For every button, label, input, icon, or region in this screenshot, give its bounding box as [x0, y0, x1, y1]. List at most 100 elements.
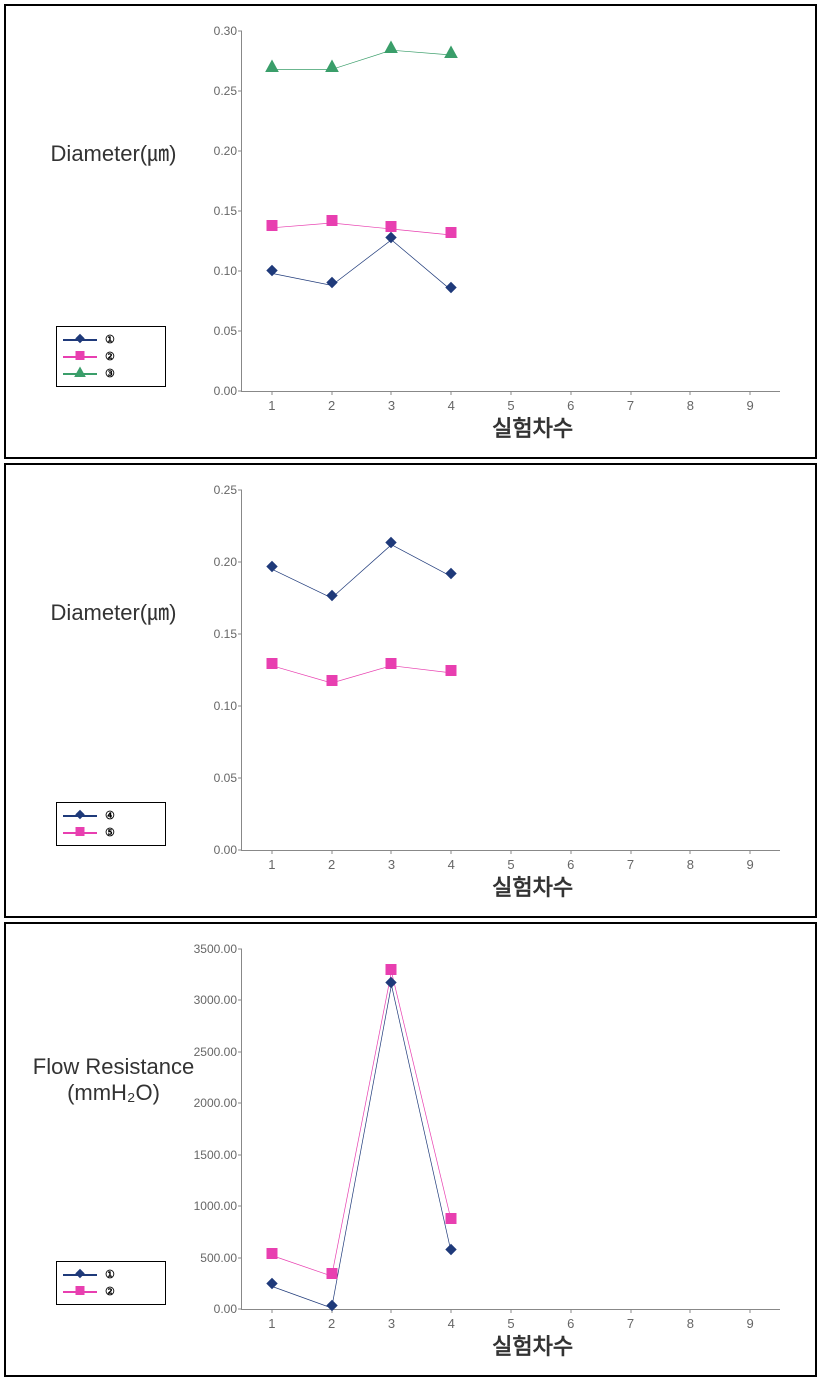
y-tick-label: 0.10 [192, 699, 237, 713]
legend-marker-icon [73, 331, 87, 348]
x-tick-mark [570, 1309, 571, 1313]
y-axis-label: Flow Resistance (mmH₂O) [16, 1054, 211, 1106]
data-marker [265, 60, 279, 79]
plot-area: 0.00500.001000.001500.002000.002500.0030… [211, 934, 795, 1365]
x-tick-label: 8 [687, 398, 694, 413]
x-tick-mark [511, 850, 512, 854]
x-axis-label: 실험차수 [492, 411, 573, 443]
data-marker [325, 1267, 339, 1286]
y-tick-label: 1500.00 [192, 1148, 237, 1162]
data-marker [444, 1211, 458, 1230]
legend-line [63, 1291, 97, 1293]
x-tick-label: 9 [746, 398, 753, 413]
chart-container-1: Diameter(㎛)①②③0.000.050.100.150.200.250.… [4, 4, 817, 459]
y-tick-label: 1000.00 [192, 1199, 237, 1213]
y-tick-label: 0.05 [192, 771, 237, 785]
x-tick-mark [630, 850, 631, 854]
legend-label: ① [105, 333, 115, 346]
y-tick-label: 0.00 [192, 384, 237, 398]
x-tick-mark [391, 850, 392, 854]
x-tick-mark [630, 391, 631, 395]
y-tick-label: 0.20 [192, 555, 237, 569]
y-tick-label: 0.25 [192, 84, 237, 98]
legend: ①②③ [56, 326, 166, 387]
y-tick-label: 0.15 [192, 204, 237, 218]
y-tick-label: 3000.00 [192, 993, 237, 1007]
x-tick-mark [750, 391, 751, 395]
data-marker [325, 60, 339, 79]
x-tick-label: 2 [328, 1316, 335, 1331]
x-tick-mark [331, 391, 332, 395]
data-marker [325, 214, 339, 233]
legend: ①② [56, 1261, 166, 1305]
plot: 0.00500.001000.001500.002000.002500.0030… [241, 949, 780, 1310]
left-panel: Flow Resistance (mmH₂O)①② [16, 934, 211, 1365]
legend-item: ③ [63, 365, 159, 382]
x-tick-label: 1 [268, 857, 275, 872]
x-tick-label: 3 [388, 857, 395, 872]
x-tick-label: 7 [627, 398, 634, 413]
y-tick-label: 0.00 [192, 1302, 237, 1316]
x-tick-label: 3 [388, 1316, 395, 1331]
x-tick-mark [690, 1309, 691, 1313]
data-marker [265, 264, 279, 283]
x-tick-label: 2 [328, 857, 335, 872]
data-marker [265, 1246, 279, 1265]
x-tick-label: 1 [268, 398, 275, 413]
plot-area: 0.000.050.100.150.200.25123456789 실험차수 [211, 475, 795, 906]
data-marker [384, 656, 398, 675]
y-tick-label: 0.05 [192, 324, 237, 338]
chart-container-3: Flow Resistance (mmH₂O)①②0.00500.001000.… [4, 922, 817, 1377]
x-tick-mark [750, 1309, 751, 1313]
x-tick-mark [391, 391, 392, 395]
x-tick-label: 9 [746, 1316, 753, 1331]
marker-layer [242, 31, 780, 391]
x-axis-label: 실험차수 [492, 870, 573, 902]
y-tick-label: 0.15 [192, 627, 237, 641]
plot: 0.000.050.100.150.200.250.30123456789 [241, 31, 780, 392]
legend-line [63, 373, 97, 375]
y-tick-label: 0.25 [192, 483, 237, 497]
y-tick-label: 500.00 [192, 1251, 237, 1265]
data-marker [384, 41, 398, 60]
legend-item: ④ [63, 807, 159, 824]
x-tick-label: 4 [448, 857, 455, 872]
legend-label: ① [105, 1268, 115, 1281]
data-marker [444, 1243, 458, 1262]
x-tick-label: 4 [448, 398, 455, 413]
y-tick-label: 2000.00 [192, 1096, 237, 1110]
x-tick-label: 7 [627, 857, 634, 872]
x-tick-label: 2 [328, 398, 335, 413]
chart-container-2: Diameter(㎛)④⑤0.000.050.100.150.200.25123… [4, 463, 817, 918]
legend: ④⑤ [56, 802, 166, 846]
legend-label: ④ [105, 809, 115, 822]
x-tick-label: 8 [687, 1316, 694, 1331]
legend-line [63, 356, 97, 358]
x-tick-label: 9 [746, 857, 753, 872]
y-tick-label: 0.30 [192, 24, 237, 38]
x-tick-label: 1 [268, 1316, 275, 1331]
legend-line [63, 1274, 97, 1276]
x-tick-mark [570, 850, 571, 854]
plot-area: 0.000.050.100.150.200.250.30123456789 실험차… [211, 16, 795, 447]
legend-label: ③ [105, 367, 115, 380]
x-tick-mark [331, 850, 332, 854]
legend-item: ② [63, 1283, 159, 1300]
left-panel: Diameter(㎛)①②③ [16, 16, 211, 447]
data-marker [444, 663, 458, 682]
x-tick-mark [271, 850, 272, 854]
plot: 0.000.050.100.150.200.25123456789 [241, 490, 780, 851]
legend-label: ⑤ [105, 826, 115, 839]
x-tick-mark [391, 1309, 392, 1313]
x-tick-mark [271, 391, 272, 395]
x-tick-mark [271, 1309, 272, 1313]
x-tick-mark [511, 1309, 512, 1313]
y-axis-label: Diameter(㎛) [16, 595, 211, 627]
legend-line [63, 832, 97, 834]
data-marker [384, 220, 398, 239]
data-marker [325, 589, 339, 608]
x-tick-label: 4 [448, 1316, 455, 1331]
legend-item: ① [63, 1266, 159, 1283]
x-tick-mark [511, 391, 512, 395]
legend-item: ⑤ [63, 824, 159, 841]
